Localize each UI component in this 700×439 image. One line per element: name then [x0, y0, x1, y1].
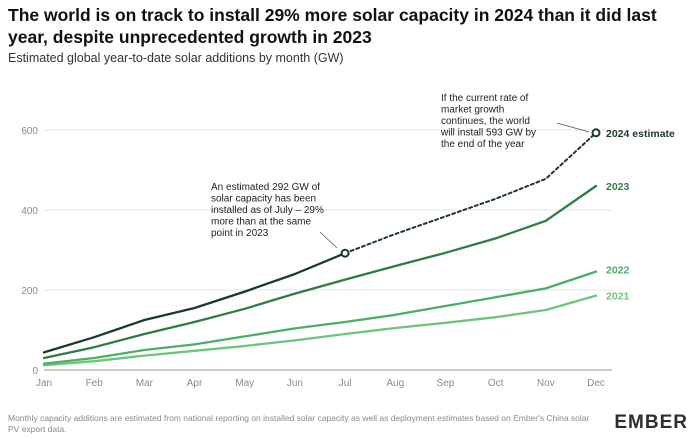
x-tick-label: Aug	[386, 378, 404, 389]
december-marker	[591, 128, 601, 138]
annotation-line: market growth	[441, 105, 504, 116]
series-line-2024-estimate	[344, 131, 597, 255]
x-tick-label: Mar	[136, 378, 154, 389]
annotation-text: If the current rate of market growth conti…	[440, 93, 536, 150]
july-marker	[340, 248, 350, 258]
annotation-line: will install 593 GW by	[440, 128, 536, 139]
x-tick-label: Jan	[36, 378, 52, 389]
y-tick-label: 600	[21, 126, 38, 137]
x-tick-label: Dec	[587, 378, 605, 389]
x-tick-label: Feb	[86, 378, 104, 389]
source-footnote: Monthly capacity additions are estimated…	[8, 413, 590, 434]
ember-logo: EMBER	[614, 412, 688, 433]
x-tick-label: Jun	[287, 378, 303, 389]
series-label: 2024 estimate	[606, 128, 675, 140]
annotation-line: the end of the year	[441, 139, 525, 150]
annotation-line: If the current rate of	[441, 93, 528, 104]
y-tick-label: 0	[32, 366, 38, 377]
y-tick-label: 400	[21, 206, 38, 217]
annotation-line: solar capacity has been	[211, 194, 316, 205]
series-label: 2021	[606, 291, 630, 303]
x-tick-label: Nov	[537, 378, 555, 389]
series-line-2023	[42, 184, 598, 360]
annotation-line: An estimated 292 GW of	[211, 182, 320, 193]
annotation-line: continues, the world	[441, 116, 530, 127]
x-tick-label: Jul	[339, 378, 352, 389]
x-tick-label: May	[235, 378, 254, 389]
annotation-line: installed as of July – 29%	[211, 205, 324, 216]
series-label: 2023	[606, 181, 630, 193]
annotation-text: An estimated 292 GW of solar capacity has…	[211, 182, 324, 239]
chart-subtitle: Estimated global year-to-date solar addi…	[8, 51, 344, 65]
annotation-leader	[556, 122, 590, 133]
annotation-leader	[319, 231, 338, 249]
x-tick-label: Apr	[187, 378, 203, 389]
series-line-2021	[42, 294, 598, 367]
series-label: 2022	[606, 265, 630, 277]
annotation-line: point in 2023	[211, 228, 269, 239]
x-tick-label: Sep	[437, 378, 455, 389]
chart-title: The world is on track to install 29% mor…	[8, 5, 657, 47]
annotation-line: more than at the same	[211, 217, 311, 228]
x-tick-label: Oct	[488, 378, 504, 389]
series-line-2022	[42, 270, 598, 365]
y-tick-label: 200	[21, 286, 38, 297]
series-line-2024	[42, 252, 347, 354]
